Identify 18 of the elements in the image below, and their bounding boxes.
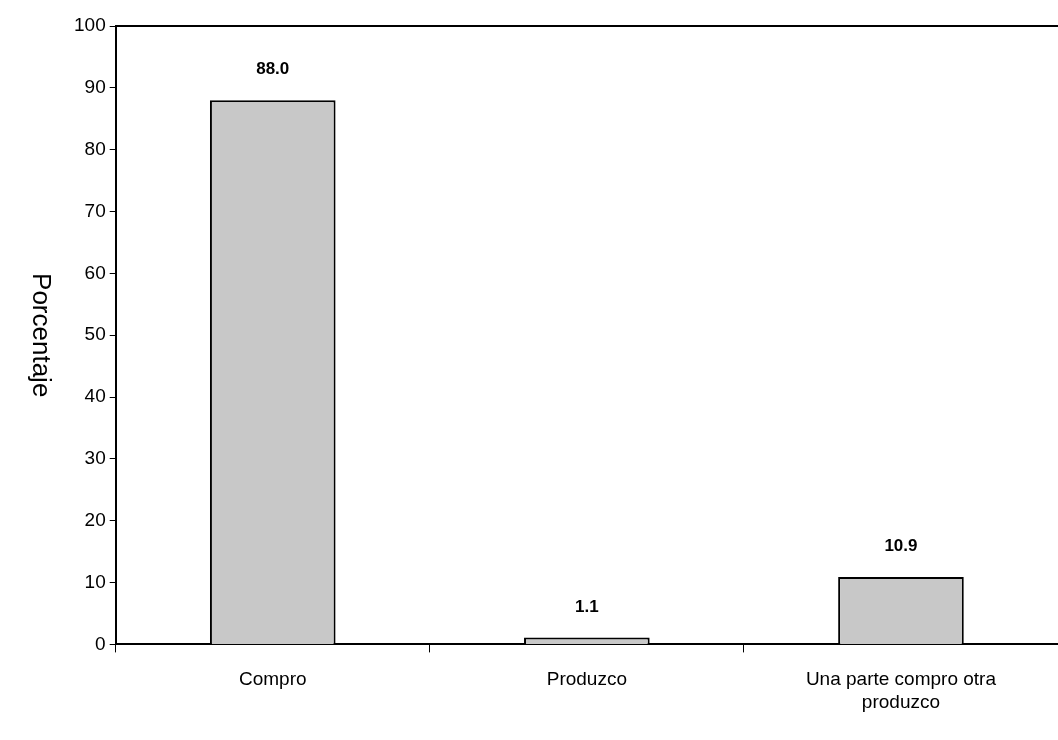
y-axis-title: Porcentaje	[26, 273, 57, 398]
data-label: 10.9	[884, 536, 918, 556]
y-tick-label: 90	[84, 76, 106, 98]
y-tick-label: 10	[84, 570, 106, 592]
x-tick-label: Compro	[238, 668, 307, 690]
y-tick-label: 20	[84, 508, 106, 530]
y-tick-label: 80	[84, 137, 106, 159]
y-tick-label: 50	[84, 323, 106, 345]
data-label: 1.1	[575, 596, 599, 616]
y-tick-label: 0	[95, 632, 106, 654]
y-tick-label: 60	[84, 261, 106, 283]
data-label: 88.0	[256, 59, 290, 79]
x-tick-label: Una parte compro otra produzco	[805, 668, 997, 712]
y-tick-label: 70	[84, 199, 106, 221]
y-tick-label: 40	[84, 385, 106, 407]
y-tick-label: 100	[74, 14, 106, 36]
y-tick-label: 30	[84, 447, 106, 469]
x-tick-label: Produzco	[546, 668, 627, 690]
